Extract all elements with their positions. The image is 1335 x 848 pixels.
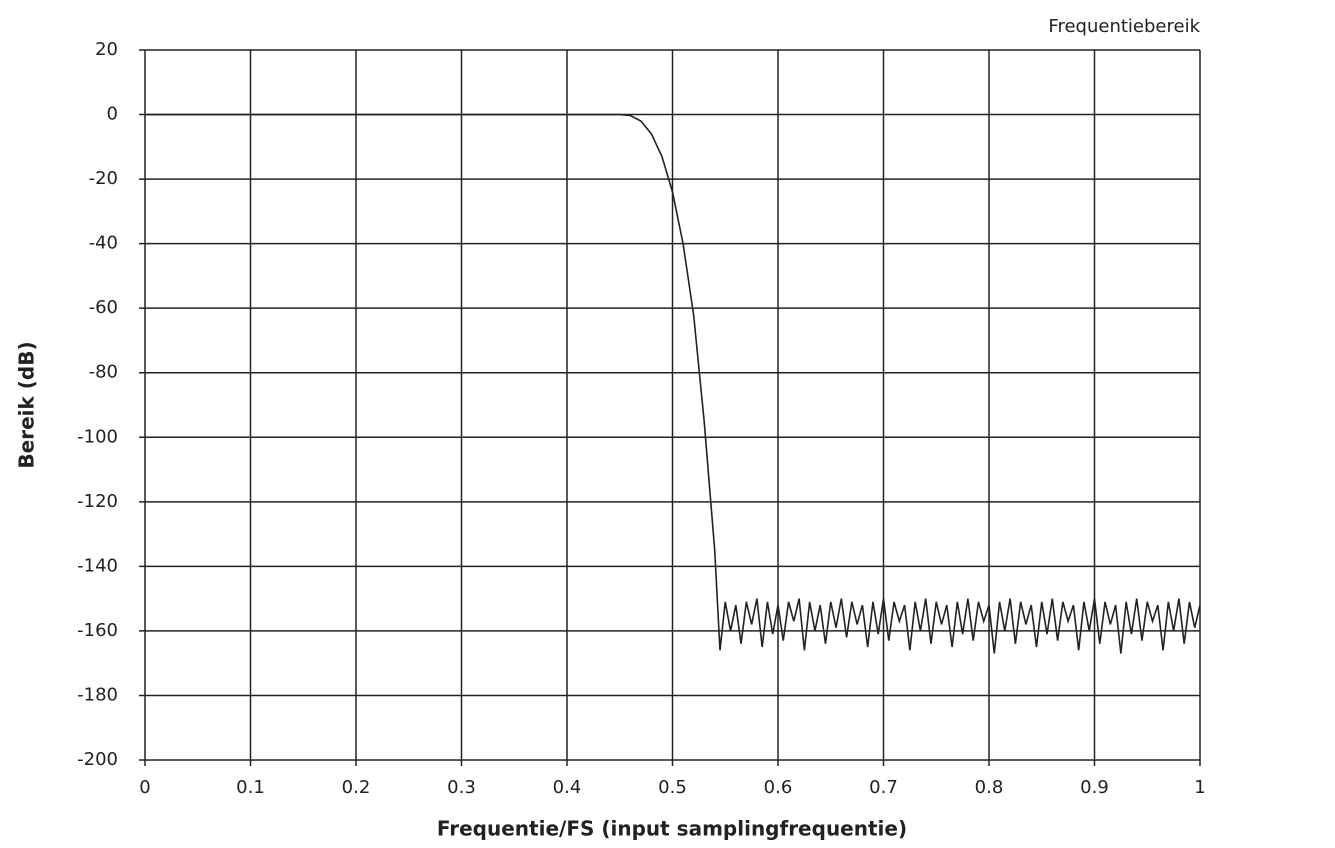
- line: [145, 113, 1201, 654]
- y-tick-label: -80: [89, 362, 118, 383]
- chart-title: Frequentiebereik: [1048, 16, 1200, 37]
- x-tick-label: 0.4: [553, 777, 582, 798]
- x-tick-label: 0.8: [975, 777, 1004, 798]
- x-tick-label: 1: [1194, 777, 1205, 798]
- x-tick-label: 0.2: [342, 777, 371, 798]
- y-tick-label: -120: [77, 491, 118, 512]
- y-tick-label: -140: [77, 555, 118, 576]
- x-tick-label: 0.7: [869, 777, 898, 798]
- y-tick-label: -180: [77, 684, 118, 705]
- y-tick-label: -40: [89, 233, 118, 254]
- x-tick-label: 0.9: [1080, 777, 1109, 798]
- y-tick-label: -60: [89, 297, 118, 318]
- y-tick-label: 0: [107, 104, 118, 125]
- y-axis-label: Bereik (dB): [15, 341, 39, 468]
- y-tick-label: -20: [89, 168, 118, 189]
- x-axis-label: Frequentie/FS (input samplingfrequentie): [437, 817, 907, 841]
- x-tick-label: 0.6: [764, 777, 793, 798]
- y-tick-label: -100: [77, 426, 118, 447]
- x-tick-label: 0.5: [658, 777, 687, 798]
- y-tick-label: -160: [77, 620, 118, 641]
- x-tick-label: 0: [139, 777, 150, 798]
- y-tick-label: 20: [95, 39, 118, 60]
- y-tick-label: -200: [77, 749, 118, 770]
- x-tick-label: 0.3: [447, 777, 476, 798]
- x-tick-label: 0.1: [236, 777, 265, 798]
